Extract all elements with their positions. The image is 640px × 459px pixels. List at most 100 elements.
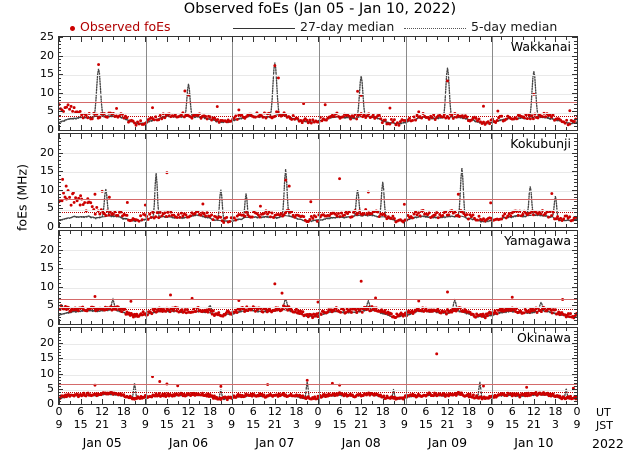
x-tick <box>123 328 125 333</box>
y-tick-minor <box>574 242 577 244</box>
y-tick-minor <box>574 167 577 169</box>
x-tick-label-jst: 15 <box>73 418 88 431</box>
x-tick-minor <box>264 321 266 324</box>
x-tick <box>339 328 341 333</box>
x-tick <box>577 134 578 139</box>
x-tick <box>533 37 535 42</box>
y-tick-minor <box>58 122 61 124</box>
y-tick-minor <box>58 309 61 311</box>
x-tick <box>274 328 276 333</box>
x-tick-label-jst: 21 <box>181 418 196 431</box>
y-tick-minor <box>574 141 577 143</box>
y-tick <box>58 37 63 38</box>
y-tick-minor <box>574 163 577 165</box>
y-tick <box>58 305 63 307</box>
x-tick <box>490 37 492 42</box>
y-tick <box>58 55 63 57</box>
x-tick <box>102 125 104 130</box>
y-tick-minor <box>574 219 577 221</box>
x-tick-minor <box>371 134 373 137</box>
y-tick-minor <box>574 212 577 214</box>
x-tick-minor <box>285 224 287 227</box>
x-tick-minor <box>566 231 568 234</box>
x-tick <box>188 319 190 324</box>
y-tick-minor <box>58 394 61 396</box>
y-tick-minor <box>58 355 61 357</box>
x-tick-minor <box>91 127 93 130</box>
y-tick <box>58 268 63 270</box>
y-tick-minor <box>58 59 61 61</box>
x-tick-minor <box>177 328 179 331</box>
x-tick-minor <box>436 127 438 130</box>
y-tick-minor <box>58 275 61 277</box>
x-tick-label-jst: 21 <box>526 418 541 431</box>
y-tick-minor <box>58 352 61 354</box>
x-tick <box>296 37 298 42</box>
chart-legend: Observed foEs 27-day median 5-day median <box>0 19 640 35</box>
y-tick-minor <box>574 103 577 105</box>
y-tick-minor <box>574 70 577 72</box>
y-tick <box>58 227 63 228</box>
x-tick <box>447 319 449 324</box>
x-tick-minor <box>112 37 114 40</box>
y-tick-minor <box>574 253 577 255</box>
x-tick-minor <box>350 231 352 234</box>
x-tick <box>447 328 449 333</box>
x-tick <box>512 134 514 139</box>
x-tick-minor <box>69 231 71 234</box>
x-tick <box>555 222 557 227</box>
y-tick-minor <box>58 66 61 68</box>
x-tick <box>382 134 384 139</box>
y-tick-minor <box>58 337 61 339</box>
x-tick <box>447 134 449 139</box>
legend-label-median27: 27-day median <box>300 19 395 34</box>
x-tick-minor <box>91 134 93 137</box>
y-tick-minor <box>574 126 577 128</box>
x-tick <box>210 222 212 227</box>
x-tick <box>533 399 535 404</box>
y-tick-minor <box>58 361 61 363</box>
x-tick <box>188 37 190 42</box>
x-tick-minor <box>479 401 481 404</box>
x-tick-label-jst: 9 <box>487 418 495 431</box>
x-tick-minor <box>177 401 179 404</box>
x-tick-minor <box>199 231 201 234</box>
y-tick-minor <box>58 44 61 46</box>
x-tick-minor <box>523 401 525 404</box>
y-tick-minor <box>58 349 61 351</box>
y-tick-label: 10 <box>40 85 54 99</box>
y-tick-minor <box>574 215 577 217</box>
x-tick-minor <box>91 401 93 404</box>
x-tick <box>555 125 557 130</box>
x-tick-minor <box>436 328 438 331</box>
x-tick-minor <box>479 127 481 130</box>
x-tick-minor <box>501 401 503 404</box>
x-tick <box>318 125 319 130</box>
y-tick <box>58 74 63 76</box>
x-tick <box>490 222 492 227</box>
y-tick-minor <box>58 264 61 266</box>
y-tick-minor <box>574 145 577 147</box>
y-tick-minor <box>58 290 61 292</box>
y-tick-minor <box>574 51 577 53</box>
x-tick <box>59 125 60 130</box>
x-tick-label-ut: 18 <box>116 405 131 418</box>
x-tick-minor <box>566 224 568 227</box>
x-tick <box>188 399 190 404</box>
station-label-okinawa: Okinawa <box>516 330 571 345</box>
y-tick-minor <box>574 297 577 299</box>
x-tick-minor <box>242 321 244 324</box>
plot-data-wakkanai <box>59 62 577 127</box>
x-tick <box>404 125 406 130</box>
x-axis-day-label: Jan 08 <box>341 435 381 450</box>
y-tick-minor <box>574 178 577 180</box>
y-tick-minor <box>58 193 61 195</box>
y-tick <box>572 373 577 375</box>
x-tick <box>145 37 147 42</box>
year-label: 2022 <box>592 436 624 451</box>
x-tick-label-ut: 18 <box>375 405 390 418</box>
x-tick-label-ut: 6 <box>249 405 257 418</box>
x-tick <box>253 399 255 404</box>
x-tick <box>102 399 104 404</box>
x-tick-minor <box>242 231 244 234</box>
